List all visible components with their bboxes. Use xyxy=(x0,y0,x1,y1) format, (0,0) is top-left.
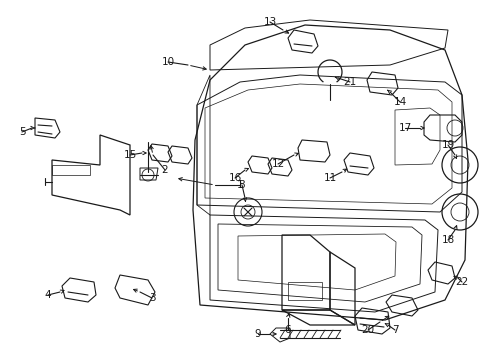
Text: 22: 22 xyxy=(454,277,468,287)
Text: 5: 5 xyxy=(19,127,25,137)
Text: 1: 1 xyxy=(236,180,243,190)
Text: 19: 19 xyxy=(441,140,454,150)
Text: 2: 2 xyxy=(162,165,168,175)
Text: 12: 12 xyxy=(271,159,284,169)
Text: 4: 4 xyxy=(44,290,51,300)
Text: 3: 3 xyxy=(148,293,155,303)
Text: 16: 16 xyxy=(228,173,241,183)
Text: 13: 13 xyxy=(263,17,276,27)
Text: 18: 18 xyxy=(441,235,454,245)
Text: 6: 6 xyxy=(284,325,291,335)
Text: 7: 7 xyxy=(391,325,398,335)
Text: 14: 14 xyxy=(392,97,406,107)
Text: 9: 9 xyxy=(254,329,261,339)
Text: 17: 17 xyxy=(398,123,411,133)
Text: 20: 20 xyxy=(361,325,374,335)
Text: 11: 11 xyxy=(323,173,336,183)
Text: 8: 8 xyxy=(238,180,245,190)
Text: 10: 10 xyxy=(161,57,174,67)
Text: 21: 21 xyxy=(343,77,356,87)
Text: 15: 15 xyxy=(123,150,136,160)
